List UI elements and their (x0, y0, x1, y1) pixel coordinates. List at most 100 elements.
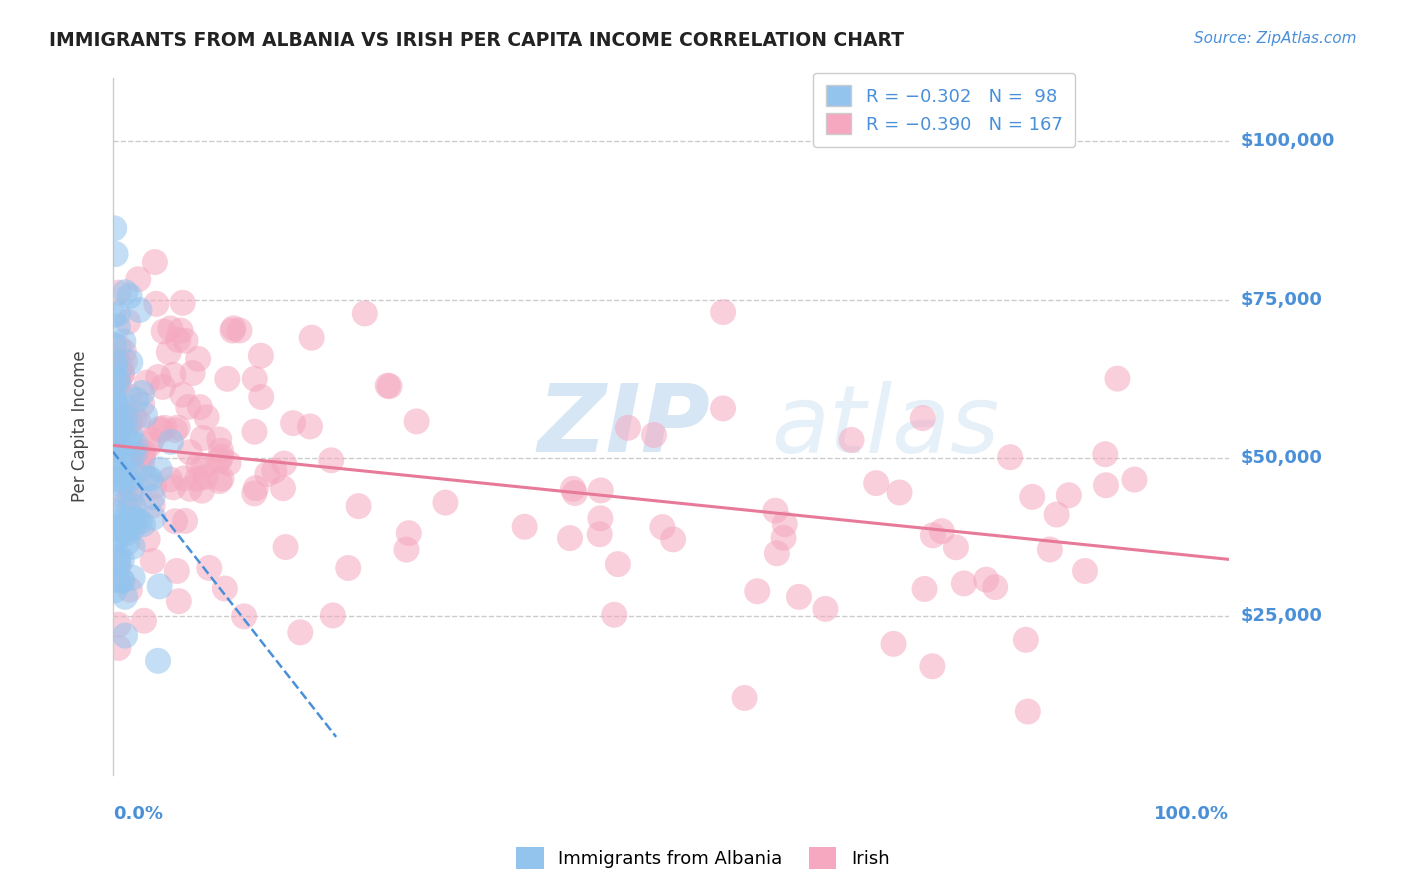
Point (243, 372, 266, 386)
Point (166, 420, 188, 434)
Point (118, 582, 141, 597)
Point (132, 517, 155, 532)
Point (118, 389, 141, 403)
Point (141, 433, 163, 447)
Point (128, 303, 150, 318)
Point (121, 540, 143, 554)
Point (121, 482, 143, 496)
Point (121, 511, 143, 525)
Point (177, 400, 200, 414)
Point (107, 506, 129, 520)
Point (149, 579, 172, 593)
Text: $25,000: $25,000 (1240, 607, 1322, 625)
Point (149, 422, 172, 436)
Point (1021, 490, 1043, 504)
Point (353, 306, 375, 320)
Point (651, 520, 673, 534)
Point (1046, 508, 1069, 522)
Point (117, 315, 139, 329)
Point (395, 542, 418, 557)
Point (125, 392, 148, 407)
Point (589, 511, 612, 525)
Point (160, 434, 183, 449)
Point (195, 410, 218, 425)
Point (377, 378, 399, 392)
Point (998, 450, 1021, 465)
Point (107, 368, 129, 383)
Point (108, 466, 131, 480)
Point (131, 397, 153, 411)
Point (118, 501, 141, 516)
Point (107, 438, 129, 452)
Point (117, 473, 139, 487)
Point (167, 594, 190, 608)
Point (787, 590, 810, 604)
Point (110, 573, 132, 587)
Point (301, 331, 323, 345)
Point (1095, 478, 1118, 492)
Point (606, 557, 628, 571)
Text: ZIP: ZIP (537, 380, 710, 472)
Point (434, 495, 457, 509)
Point (766, 546, 789, 560)
Point (104, 558, 127, 573)
Point (142, 499, 165, 513)
Point (107, 319, 129, 334)
Point (763, 504, 786, 518)
Point (179, 482, 201, 496)
Point (221, 324, 243, 338)
Legend: R = −0.302   N =  98, R = −0.390   N = 167: R = −0.302 N = 98, R = −0.390 N = 167 (813, 73, 1076, 147)
Text: Source: ZipAtlas.com: Source: ZipAtlas.com (1194, 31, 1357, 46)
Point (911, 411, 934, 425)
Point (211, 472, 233, 486)
Point (108, 416, 131, 430)
Point (121, 521, 143, 535)
Point (152, 380, 174, 394)
Point (138, 437, 160, 451)
Point (865, 476, 887, 491)
Point (131, 386, 153, 401)
Point (198, 561, 221, 575)
Point (111, 367, 134, 381)
Point (222, 321, 245, 335)
Text: $100,000: $100,000 (1240, 132, 1334, 150)
Point (115, 494, 138, 508)
Point (114, 467, 136, 481)
Point (191, 483, 214, 498)
Point (209, 450, 232, 464)
Point (174, 514, 197, 528)
Point (250, 349, 273, 363)
Point (218, 456, 240, 470)
Point (378, 379, 401, 393)
Point (139, 472, 162, 486)
Point (263, 464, 285, 478)
Point (112, 334, 135, 349)
Point (103, 338, 125, 352)
Point (112, 517, 135, 532)
Point (110, 359, 132, 373)
Point (603, 607, 626, 622)
Point (136, 471, 159, 485)
Point (841, 433, 863, 447)
Point (187, 351, 209, 366)
Point (214, 582, 236, 596)
Point (889, 485, 911, 500)
Point (1107, 371, 1129, 385)
Point (107, 617, 129, 632)
Point (124, 466, 146, 480)
Point (107, 531, 129, 545)
Point (120, 355, 142, 369)
Point (104, 247, 127, 261)
Point (128, 415, 150, 429)
Point (208, 433, 231, 447)
Point (124, 438, 146, 452)
Point (107, 419, 129, 434)
Point (127, 272, 149, 286)
Point (208, 474, 231, 488)
Point (711, 401, 734, 416)
Point (103, 417, 125, 431)
Point (107, 558, 129, 573)
Point (121, 571, 143, 585)
Point (617, 421, 640, 435)
Point (111, 521, 134, 535)
